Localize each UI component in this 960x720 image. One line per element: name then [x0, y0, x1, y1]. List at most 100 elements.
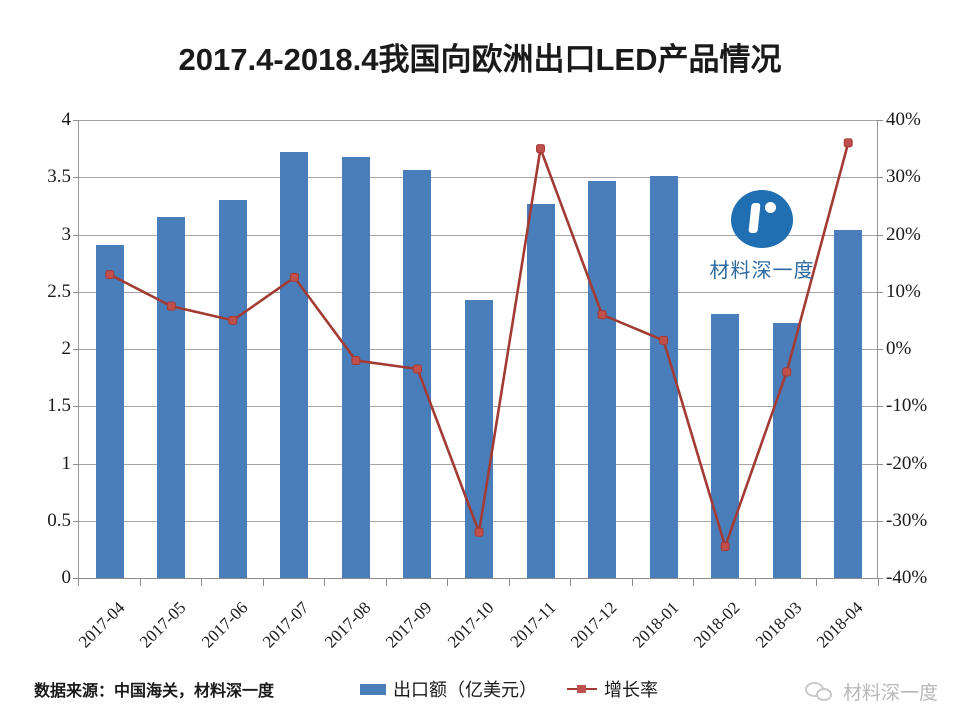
gridline — [79, 291, 877, 293]
source-note: 数据来源：中国海关，材料深一度 — [34, 683, 275, 700]
line-marker-2017-09[interactable] — [413, 364, 422, 374]
x-axis-tick — [447, 578, 449, 586]
x-axis-label-2017-07: 2017-07 — [259, 598, 313, 652]
line-marker-2017-08[interactable] — [351, 356, 361, 365]
x-axis-label-2018-03: 2018-03 — [751, 598, 806, 652]
x-axis-label-2017-05: 2017-05 — [136, 598, 190, 652]
x-axis-label-2017-10: 2017-10 — [443, 598, 498, 652]
y-axis-right-tick-label: 30% — [886, 166, 921, 188]
y-axis-left-tick — [73, 406, 79, 408]
x-axis-tick — [570, 578, 572, 586]
y-axis-left-tick-label: 1.5 — [47, 395, 71, 417]
y-axis-left-tick — [73, 177, 79, 179]
line-marker-2017-12[interactable] — [597, 310, 607, 320]
x-axis-tick — [78, 578, 79, 586]
y-axis-left-tick-label: 1 — [61, 452, 72, 474]
x-axis-label-2018-01: 2018-01 — [628, 598, 683, 652]
y-axis-left-labels: 4 3.5 3 2.5 2 1.5 1 0.5 0 — [47, 109, 71, 588]
x-axis-tick — [693, 578, 695, 586]
legend-label-export-value: 出口额（亿美元） — [393, 680, 537, 700]
line-marker-2017-06[interactable] — [228, 315, 238, 325]
x-axis-tick — [878, 578, 879, 586]
watermark-footer: 材料深一度 — [804, 678, 938, 705]
x-axis-tick — [816, 578, 818, 586]
x-axis-label-2018-02: 2018-02 — [690, 598, 744, 652]
x-axis-tick — [508, 578, 510, 586]
x-axis-label-2017-12: 2017-12 — [566, 598, 621, 652]
y-axis-left-tick — [73, 578, 79, 579]
y-axis-right-tick-label: -10% — [886, 395, 928, 417]
x-axis-tick — [324, 578, 326, 586]
bar-2018-02[interactable] — [711, 313, 740, 578]
bar-2017-11[interactable] — [526, 203, 555, 578]
x-axis-labels: 2017-04 2017-05 2017-06 2017-07 2017-08 2017-… — [75, 586, 878, 666]
line-marker-2018-04[interactable] — [843, 138, 853, 148]
y-axis-left-tick-label: 2.5 — [47, 280, 71, 302]
growth-rate-line-series — [105, 138, 853, 551]
y-axis-right-tick — [877, 291, 883, 293]
line-marker-2018-03[interactable] — [782, 367, 792, 377]
gridline — [79, 120, 877, 121]
x-axis-tick — [754, 578, 756, 586]
x-axis-label-2017-06: 2017-06 — [197, 598, 252, 652]
y-axis-right-tick — [877, 349, 883, 350]
wechat-icon — [804, 681, 835, 703]
bar-2017-12[interactable] — [588, 180, 617, 578]
y-axis-right-tick — [877, 578, 883, 579]
y-axis-left-tick — [73, 120, 79, 121]
bar-2018-03[interactable] — [772, 322, 801, 578]
page-title: 2017.4-2018.4我国向欧洲出口LED产品情况 — [178, 42, 782, 77]
legend: 出口额（亿美元） 增长率 — [360, 676, 658, 702]
x-axis-ticks — [78, 578, 879, 586]
bar-2017-09[interactable] — [403, 170, 432, 578]
y-axis-left-tick — [73, 349, 79, 350]
legend-item-growth-rate[interactable]: 增长率 — [567, 676, 658, 702]
bar-2018-04[interactable] — [834, 229, 863, 578]
line-marker-2017-05[interactable] — [166, 301, 176, 311]
y-axis-right-tick — [877, 463, 883, 465]
y-axis-right-tick-label: -30% — [886, 509, 928, 531]
line-marker-2017-07[interactable] — [289, 272, 299, 282]
y-axis-right-tick-label: 20% — [886, 223, 921, 245]
line-marker-2017-04[interactable] — [105, 270, 115, 280]
legend-bar-swatch-icon — [360, 683, 386, 695]
y-axis-right-tick — [877, 406, 883, 408]
bar-2017-07[interactable] — [280, 152, 309, 578]
y-axis-right-tick-label: 40% — [886, 109, 921, 130]
x-axis-tick — [385, 578, 387, 586]
legend-item-export-value[interactable]: 出口额（亿美元） — [360, 676, 537, 702]
bar-2017-05[interactable] — [157, 217, 186, 578]
line-marker-2017-11[interactable] — [536, 144, 545, 154]
y-axis-left-tick-label: 0.5 — [47, 509, 71, 531]
bar-2017-06[interactable] — [218, 200, 247, 578]
line-marker-2018-01[interactable] — [659, 335, 669, 345]
x-axis-tick — [631, 578, 633, 586]
plot-area — [73, 120, 883, 579]
x-axis-label-2017-08: 2017-08 — [320, 598, 375, 652]
y-axis-right-tick — [877, 234, 883, 236]
y-axis-left-tick — [73, 463, 79, 465]
bar-2018-01[interactable] — [649, 176, 678, 578]
line-marker-2017-10[interactable] — [474, 527, 484, 537]
gridline — [79, 234, 877, 236]
y-axis-left-tick-label: 4 — [61, 109, 72, 130]
y-axis-left-tick-label: 0 — [61, 567, 72, 588]
y-axis-left-tick-label: 3 — [61, 223, 72, 245]
y-axis-left-tick-label: 3.5 — [47, 166, 71, 188]
y-axis-left-tick — [73, 291, 79, 293]
x-axis-label-2017-11: 2017-11 — [505, 598, 559, 652]
y-axis-right-tick — [877, 520, 883, 522]
legend-label-growth-rate: 增长率 — [604, 680, 658, 700]
y-axis-right-tick-label: -20% — [886, 452, 928, 474]
line-marker-2018-02[interactable] — [720, 542, 730, 551]
growth-rate-line — [109, 142, 850, 551]
y-axis-right-tick-label: 10% — [886, 280, 921, 302]
x-axis-label-2018-04: 2018-04 — [813, 598, 867, 652]
x-axis-tick — [139, 578, 141, 586]
bar-2017-08[interactable] — [341, 156, 370, 578]
x-axis-tick — [262, 578, 264, 586]
y-axis-left-tick-label: 2 — [61, 338, 72, 359]
bar-2017-04[interactable] — [95, 244, 124, 578]
legend-line-swatch-icon — [567, 684, 597, 694]
